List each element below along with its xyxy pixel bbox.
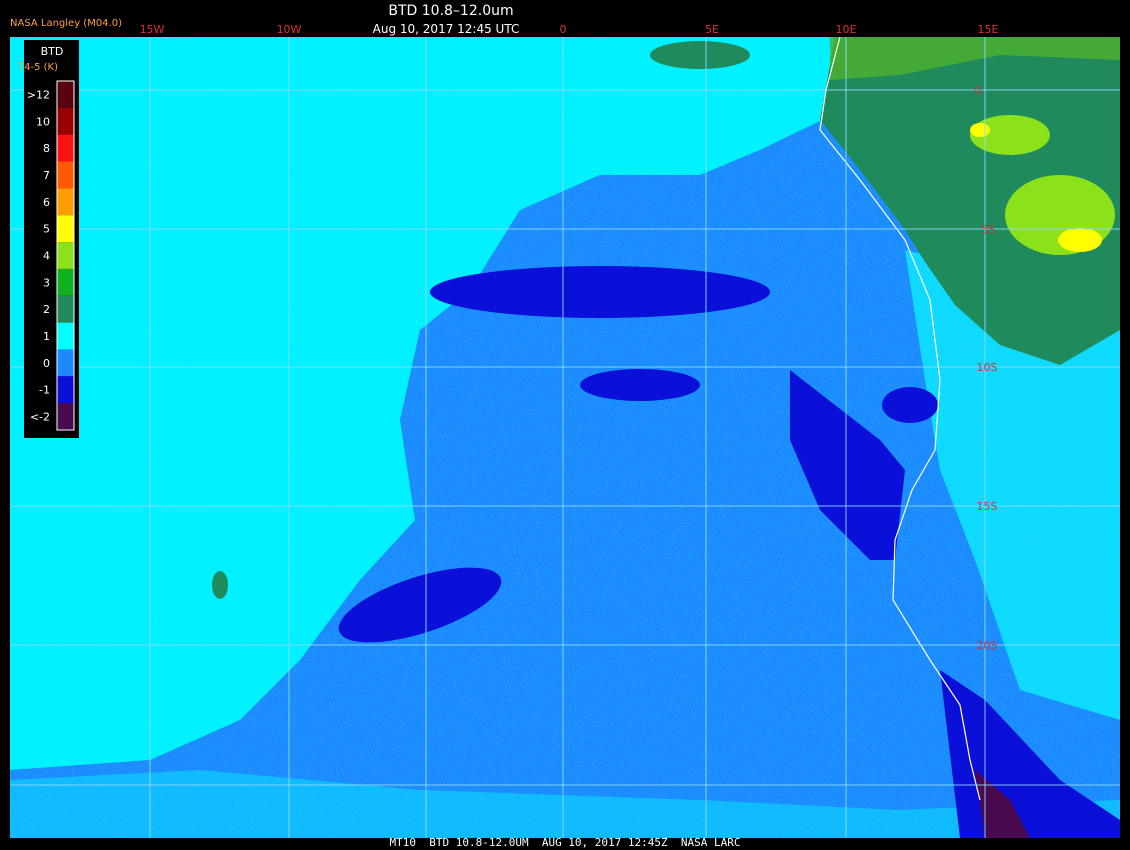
- lowest-btd-patch: [975, 770, 1030, 838]
- legend-frame: [56, 80, 75, 431]
- legend-label: 7: [43, 169, 50, 182]
- cloud-warm: [650, 41, 750, 69]
- cloud-warm: [212, 571, 228, 599]
- latitude-label: 20S: [977, 639, 998, 652]
- source-label: NASA Langley (M04.0): [10, 18, 122, 29]
- legend-label: 0: [43, 357, 50, 370]
- low-btd-patch: [790, 370, 905, 560]
- image-title: BTD 10.8–12.0um: [388, 3, 513, 19]
- legend-label: 3: [43, 276, 50, 289]
- low-btd-patch: [338, 567, 502, 643]
- image-field: [10, 37, 1120, 838]
- land-warm: [970, 115, 1050, 155]
- legend-swatch: [57, 107, 74, 135]
- land: [820, 37, 1120, 365]
- longitude-label: 15E: [978, 23, 999, 36]
- image-datetime: Aug 10, 2017 12:45 UTC: [373, 22, 520, 36]
- longitude-label: 0: [560, 23, 567, 36]
- legend-title: BTD: [41, 45, 64, 58]
- legend-swatch: [57, 295, 74, 323]
- low-btd-patch: [580, 369, 700, 401]
- coastline: [819, 37, 981, 801]
- legend-swatch: [57, 376, 74, 404]
- legend-swatch: [57, 242, 74, 269]
- land-warm: [970, 123, 990, 137]
- latitude-label: 15S: [977, 500, 998, 513]
- legend-swatch: [57, 322, 74, 350]
- longitude-label: 5E: [705, 23, 719, 36]
- legend-swatch: [57, 349, 74, 377]
- legend-label: -1: [39, 384, 50, 397]
- legend-label: <-2: [30, 411, 50, 424]
- legend-swatch: [57, 134, 74, 162]
- longitude-label: 15W: [140, 23, 165, 36]
- legend-swatch: [57, 403, 74, 430]
- legend-label: 6: [43, 196, 50, 209]
- legend-units: T4-5 (K): [17, 62, 58, 73]
- legend-swatch: [57, 188, 74, 216]
- latitude-label: 5S: [981, 223, 995, 236]
- legend-label: 1: [43, 330, 50, 343]
- legend-label: 10: [36, 115, 50, 128]
- legend-label: 4: [43, 250, 50, 263]
- legend-label: 5: [43, 223, 50, 236]
- longitude-label: 10W: [277, 23, 302, 36]
- legend-swatch: [57, 268, 74, 296]
- land-warm: [1058, 228, 1102, 252]
- low-btd-patch: [430, 266, 770, 318]
- legend-label: 2: [43, 303, 50, 316]
- graticule: [10, 37, 1120, 838]
- latitude-label: 10S: [977, 361, 998, 374]
- legend-label: >12: [27, 88, 50, 101]
- legend-swatch: [57, 81, 74, 108]
- latitude-label: 0: [975, 84, 982, 97]
- footer-caption: MT10 BTD 10.8-12.0UM AUG 10, 2017 12:45Z…: [390, 836, 741, 849]
- longitude-label: 10E: [836, 23, 857, 36]
- legend-swatch: [57, 215, 74, 243]
- legend-swatch: [57, 161, 74, 189]
- land-green: [830, 37, 1120, 80]
- low-btd-patch: [882, 387, 938, 423]
- legend-label: 8: [43, 142, 50, 155]
